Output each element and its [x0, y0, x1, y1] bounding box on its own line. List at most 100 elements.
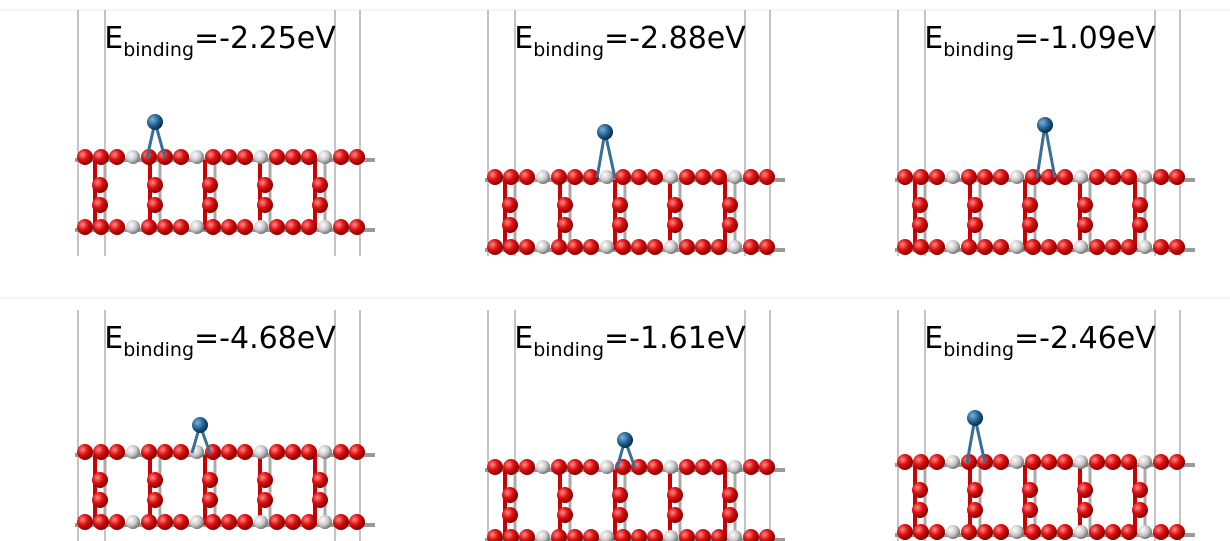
oxygen-atom: [257, 177, 273, 193]
oxygen-atom: [109, 149, 125, 165]
oxygen-atom: [202, 472, 218, 488]
oxygen-atom: [912, 502, 928, 518]
oxygen-atom: [711, 239, 727, 255]
titanium-atom: [536, 170, 550, 184]
titanium-atom: [126, 220, 140, 234]
label-symbol: E: [104, 21, 123, 56]
titanium-atom: [946, 525, 960, 539]
oxygen-atom: [77, 149, 93, 165]
oxygen-atom: [502, 197, 518, 213]
oxygen-atom: [647, 459, 663, 475]
oxygen-atom: [157, 444, 173, 460]
oxygen-atom: [487, 239, 503, 255]
oxygen-atom: [1057, 454, 1073, 470]
oxygen-atom: [147, 177, 163, 193]
oxygen-atom: [929, 169, 945, 185]
titanium-atom: [126, 515, 140, 529]
oxygen-atom: [1132, 197, 1148, 213]
oxygen-atom: [679, 459, 695, 475]
titanium-atom: [254, 150, 268, 164]
oxygen-atom: [551, 529, 567, 541]
oxygen-atom: [1041, 239, 1057, 255]
oxygen-atom: [615, 529, 631, 541]
oxygen-atom: [502, 217, 518, 233]
oxygen-atom: [612, 217, 628, 233]
oxygen-atom: [205, 149, 221, 165]
oxygen-atom: [567, 459, 583, 475]
oxygen-atom: [612, 507, 628, 523]
oxygen-atom: [1089, 169, 1105, 185]
oxygen-atom: [667, 487, 683, 503]
oxygen-atom: [202, 197, 218, 213]
oxygen-atom: [1169, 524, 1185, 540]
oxygen-atom: [667, 507, 683, 523]
oxygen-atom: [961, 524, 977, 540]
oxygen-atom: [1041, 454, 1057, 470]
oxygen-atom: [1153, 169, 1169, 185]
oxygen-atom: [743, 169, 759, 185]
oxygen-atom: [173, 149, 189, 165]
titanium-atom: [1074, 525, 1088, 539]
oxygen-atom: [912, 217, 928, 233]
label-value: =-2.88eV: [604, 21, 746, 56]
oxygen-atom: [961, 169, 977, 185]
titanium-atom: [664, 530, 678, 541]
oxygen-atom: [1057, 239, 1073, 255]
adsorbate-bond: [1037, 125, 1045, 178]
oxygen-atom: [1169, 169, 1185, 185]
oxygen-atom: [487, 169, 503, 185]
titanium-atom: [536, 460, 550, 474]
binding-energy-label: Ebinding=-4.68eV: [104, 321, 336, 361]
oxygen-atom: [519, 239, 535, 255]
oxygen-atom: [77, 514, 93, 530]
titanium-atom: [254, 515, 268, 529]
oxygen-atom: [759, 459, 775, 475]
oxygen-atom: [1022, 482, 1038, 498]
titanium-atom: [600, 530, 614, 541]
oxygen-atom: [92, 472, 108, 488]
adsorbate-atom: [147, 114, 163, 130]
oxygen-atom: [487, 529, 503, 541]
oxygen-atom: [1153, 454, 1169, 470]
oxygen-atom: [141, 514, 157, 530]
oxygen-atom: [221, 444, 237, 460]
oxygen-atom: [1025, 454, 1041, 470]
oxygen-atom: [93, 514, 109, 530]
label-symbol: E: [514, 321, 533, 356]
oxygen-atom: [285, 149, 301, 165]
oxygen-atom: [695, 459, 711, 475]
oxygen-atom: [759, 239, 775, 255]
oxygen-atom: [109, 514, 125, 530]
binding-energy-label: Ebinding=-2.25eV: [104, 21, 336, 61]
oxygen-atom: [583, 239, 599, 255]
oxygen-atom: [301, 219, 317, 235]
oxygen-atom: [759, 169, 775, 185]
oxygen-atom: [205, 514, 221, 530]
adsorbate-atom: [967, 410, 983, 426]
label-symbol: E: [514, 21, 533, 56]
oxygen-atom: [1022, 197, 1038, 213]
binding-energy-label: Ebinding=-2.46eV: [924, 321, 1156, 361]
oxygen-atom: [913, 169, 929, 185]
titanium-atom: [946, 240, 960, 254]
oxygen-atom: [202, 492, 218, 508]
oxygen-atom: [993, 239, 1009, 255]
titanium-atom: [1010, 525, 1024, 539]
oxygen-atom: [1132, 482, 1148, 498]
oxygen-atom: [647, 239, 663, 255]
oxygen-atom: [92, 492, 108, 508]
titanium-atom: [318, 150, 332, 164]
oxygen-atom: [333, 514, 349, 530]
oxygen-atom: [929, 239, 945, 255]
oxygen-atom: [147, 492, 163, 508]
titanium-atom: [600, 460, 614, 474]
oxygen-atom: [912, 482, 928, 498]
oxygen-atom: [913, 239, 929, 255]
oxygen-atom: [519, 529, 535, 541]
oxygen-atom: [312, 492, 328, 508]
oxygen-atom: [301, 444, 317, 460]
titanium-atom: [946, 455, 960, 469]
oxygen-atom: [993, 169, 1009, 185]
titanium-atom: [1074, 455, 1088, 469]
oxygen-atom: [312, 197, 328, 213]
